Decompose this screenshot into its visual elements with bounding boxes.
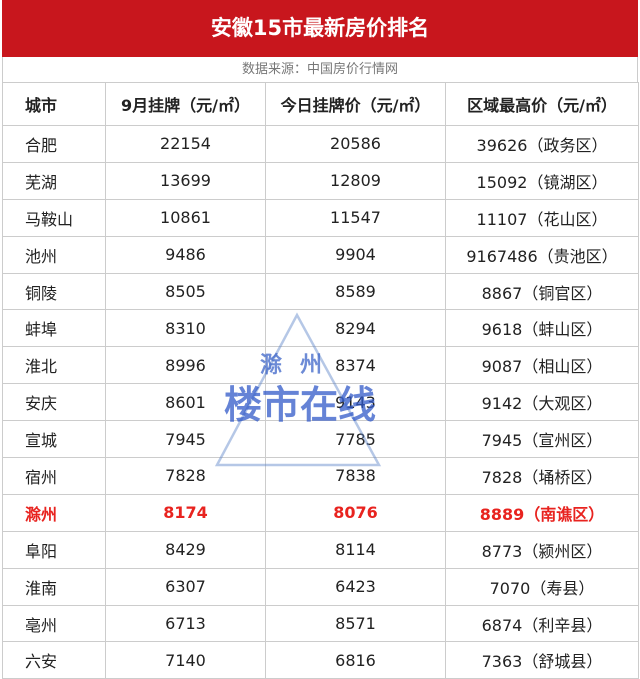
table-row: 池州 9486 9904 9167486（贵池区）: [2, 235, 639, 274]
table-cell: 8374: [265, 346, 446, 385]
table-cell: 8996: [105, 346, 266, 385]
table-cell: 11547: [265, 198, 446, 237]
table-cell: 宿州: [2, 457, 106, 495]
table-cell: 安庆: [2, 383, 106, 422]
table-cell: 8294: [265, 309, 446, 348]
table-cell: 7945（宣州区）: [445, 420, 639, 459]
table-row: 阜阳 8429 8114 8773（颍州区）: [2, 530, 639, 569]
table-cell: 8310: [105, 309, 266, 348]
table-cell: 6713: [105, 604, 266, 643]
column-header: 城市: [2, 82, 106, 126]
column-header: 区域最高价（元/㎡）: [445, 82, 639, 126]
table-cell: 6874（利辛县）: [445, 604, 639, 643]
table-row: 蚌埠 8310 8294 9618（蚌山区）: [2, 309, 639, 348]
table-cell: 8429: [105, 530, 266, 569]
table-cell: 8773（颍州区）: [445, 530, 639, 569]
table-cell: 芜湖: [2, 161, 106, 200]
table-cell: 9904: [265, 235, 446, 274]
table: 城市 9月挂牌（元/㎡） 今日挂牌价（元/㎡） 区域最高价（元/㎡） 合肥 22154 2…: [2, 82, 639, 679]
table-row: 宿州 7828 7838 7828（埇桥区）: [2, 457, 639, 495]
table-cell: 8867（铜官区）: [445, 272, 639, 311]
table-row: 铜陵 8505 8589 8867（铜官区）: [2, 272, 639, 311]
table-cell: 20586: [265, 125, 446, 163]
table-cell: 11107（花山区）: [445, 198, 639, 237]
table-cell: 六安: [2, 641, 106, 679]
table-cell: 淮北: [2, 346, 106, 385]
table-cell: 8571: [265, 604, 446, 643]
table-cell: 7945: [105, 420, 266, 459]
table-row: 安庆 8601 9143 9142（大观区）: [2, 383, 639, 422]
table-cell: 马鞍山: [2, 198, 106, 237]
table-cell: 7140: [105, 641, 266, 679]
table-cell: 池州: [2, 235, 106, 274]
table-cell: 8076: [265, 493, 446, 532]
table-cell: 亳州: [2, 604, 106, 643]
table-cell: 15092（镜湖区）: [445, 161, 639, 200]
table-cell: 22154: [105, 125, 266, 163]
table-cell: 39626（政务区）: [445, 125, 639, 163]
table-cell: 蚌埠: [2, 309, 106, 348]
table-cell: 8889（南谯区）: [445, 493, 639, 532]
table-cell: 8589: [265, 272, 446, 311]
table-cell: 滁州: [2, 493, 106, 532]
table-cell: 10861: [105, 198, 266, 237]
table-cell: 9618（蚌山区）: [445, 309, 639, 348]
source: 数据来源：中国房价行情网: [2, 57, 638, 82]
table-cell: 7785: [265, 420, 446, 459]
table-cell: 合肥: [2, 125, 106, 163]
table-cell: 铜陵: [2, 272, 106, 311]
table-cell: 9486: [105, 235, 266, 274]
table-cell: 7363（舒城县）: [445, 641, 639, 679]
table-row: 淮南 6307 6423 7070（寿县）: [2, 567, 639, 606]
table-row: 宣城 7945 7785 7945（宣州区）: [2, 420, 639, 459]
table-cell: 淮南: [2, 567, 106, 606]
table-cell: 6423: [265, 567, 446, 606]
table-row: 淮北 8996 8374 9087（相山区）: [2, 346, 639, 385]
table-cell: 13699: [105, 161, 266, 200]
table-row: 合肥 22154 20586 39626（政务区）: [2, 125, 639, 163]
table-cell: 宣城: [2, 420, 106, 459]
table-cell: 6307: [105, 567, 266, 606]
table-cell: 8601: [105, 383, 266, 422]
table-cell: 9087（相山区）: [445, 346, 639, 385]
table-cell: 阜阳: [2, 530, 106, 569]
title: 安徽15市最新房价排名: [2, 0, 638, 57]
table-cell: 7828: [105, 457, 266, 495]
table-cell: 7838: [265, 457, 446, 495]
table-cell: 9143: [265, 383, 446, 422]
table-cell: 9142（大观区）: [445, 383, 639, 422]
table-cell: 8114: [265, 530, 446, 569]
column-header: 9月挂牌（元/㎡）: [105, 82, 266, 126]
table-cell: 8505: [105, 272, 266, 311]
table-row: 芜湖 13699 12809 15092（镜湖区）: [2, 161, 639, 200]
column-header: 今日挂牌价（元/㎡）: [265, 82, 446, 126]
table-cell: 6816: [265, 641, 446, 679]
table-cell: 7828（埇桥区）: [445, 457, 639, 495]
table-cell: 9167486（贵池区）: [445, 235, 639, 274]
header-row: 城市 9月挂牌（元/㎡） 今日挂牌价（元/㎡） 区域最高价（元/㎡）: [2, 82, 639, 126]
table-row: 马鞍山 10861 11547 11107（花山区）: [2, 198, 639, 237]
table-row: 亳州 6713 8571 6874（利辛县）: [2, 604, 639, 643]
table-row: 六安 7140 6816 7363（舒城县）: [2, 641, 639, 679]
table-cell: 8174: [105, 493, 266, 532]
table-row: 滁州 8174 8076 8889（南谯区）: [2, 493, 639, 532]
table-cell: 12809: [265, 161, 446, 200]
table-cell: 7070（寿县）: [445, 567, 639, 606]
